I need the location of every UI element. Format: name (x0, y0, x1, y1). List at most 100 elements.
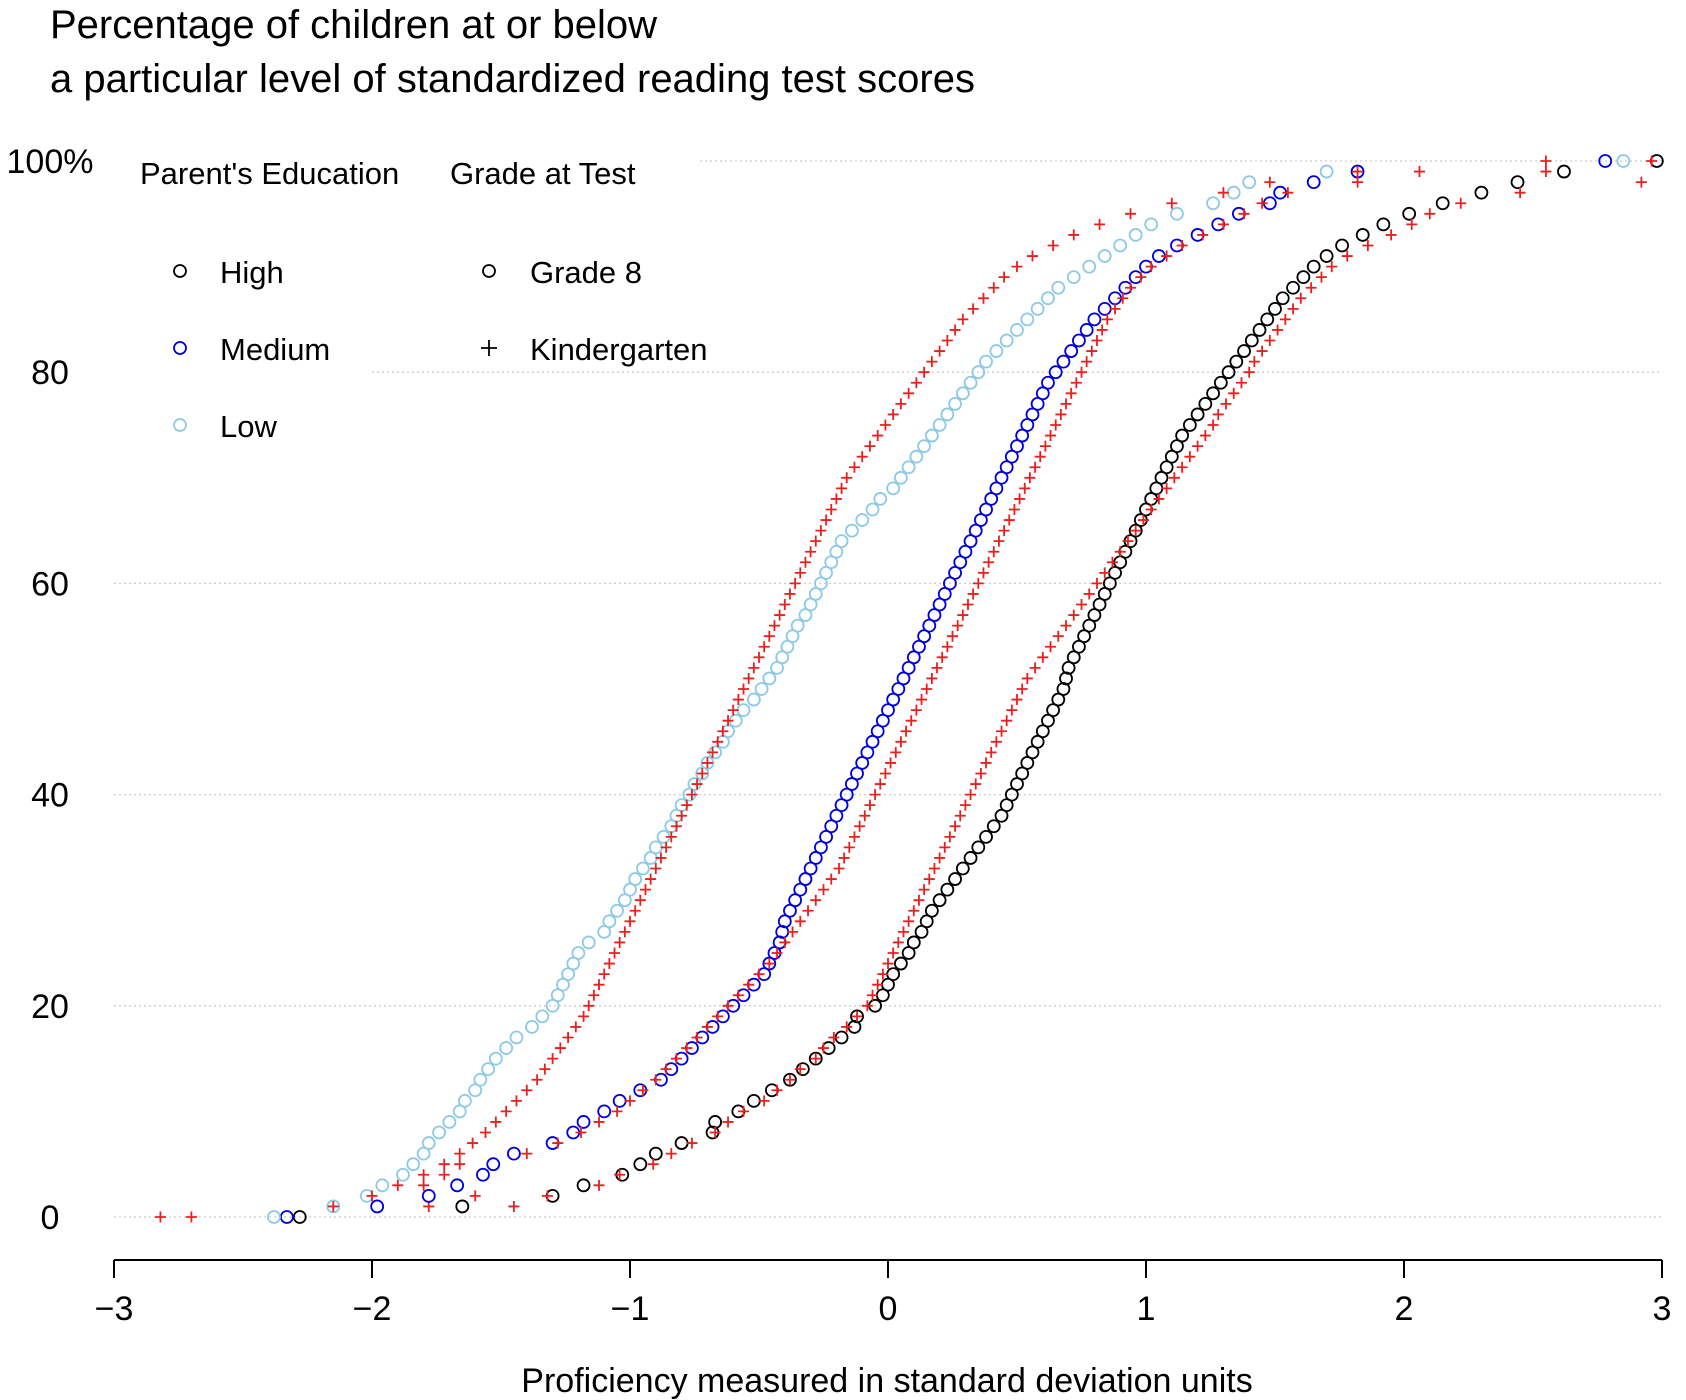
data-point (918, 884, 930, 896)
data-point (1096, 324, 1108, 336)
data-point (895, 398, 907, 410)
data-point (921, 683, 933, 695)
data-point (1238, 208, 1250, 220)
data-point (903, 387, 915, 399)
data-point (575, 1127, 587, 1139)
data-point (292, 1210, 307, 1224)
series-high-kindergarten (185, 155, 1658, 1223)
data-point (1045, 430, 1057, 442)
data-point (789, 577, 801, 589)
data-point (1056, 354, 1071, 369)
data-point (986, 819, 1001, 834)
data-point (949, 324, 961, 336)
legend-label-medium: Medium (220, 332, 330, 367)
data-point (864, 440, 876, 452)
data-point (833, 863, 845, 875)
data-point (1068, 609, 1080, 621)
data-point (758, 1095, 770, 1107)
data-point (736, 703, 751, 718)
data-point (1355, 228, 1370, 242)
legend-marker-medium (173, 341, 187, 355)
data-point (686, 789, 698, 801)
data-point (674, 1136, 689, 1150)
data-point (1175, 428, 1190, 443)
data-point (593, 1179, 605, 1191)
data-point (743, 979, 755, 991)
data-point (578, 1010, 590, 1022)
data-point (486, 1157, 501, 1172)
data-point (1039, 440, 1051, 452)
data-point (1083, 588, 1095, 600)
data-point (738, 683, 750, 695)
data-point (712, 736, 724, 748)
data-point (633, 1157, 648, 1172)
data-point (438, 1169, 450, 1181)
data-point (1125, 282, 1137, 294)
data-point (1166, 197, 1178, 209)
data-point (1260, 312, 1275, 327)
data-point (509, 1030, 524, 1045)
data-point (955, 386, 970, 401)
data-point (547, 1053, 559, 1065)
data-point (934, 345, 946, 357)
data-point (1244, 333, 1259, 348)
data-point (406, 1157, 421, 1172)
data-point (1170, 206, 1184, 221)
data-point (890, 746, 902, 758)
data-point (882, 958, 894, 970)
data-point (1424, 208, 1436, 220)
data-point (727, 704, 739, 716)
data-point (1008, 503, 1020, 515)
data-point (610, 903, 624, 918)
data-point (967, 303, 979, 315)
data-point (1272, 324, 1284, 336)
data-point (1235, 377, 1247, 389)
series-medium-kindergarten (154, 155, 1552, 1223)
data-point (820, 514, 832, 526)
data-point (1097, 249, 1112, 263)
data-point (861, 1000, 873, 1012)
data-point (1176, 461, 1188, 473)
data-point (932, 893, 947, 908)
data-point (1635, 176, 1647, 188)
data-point (700, 756, 715, 770)
data-point (267, 1210, 281, 1224)
data-point (1050, 419, 1062, 431)
data-point (948, 396, 962, 411)
data-point (768, 620, 780, 632)
data-point (794, 1063, 806, 1075)
data-point (392, 1179, 404, 1191)
data-point (1010, 323, 1024, 337)
y-tick-label: 40 (31, 777, 69, 815)
data-point (1319, 249, 1334, 263)
data-point (1220, 398, 1232, 410)
legend-label-low: Low (220, 409, 277, 444)
data-point (421, 1136, 436, 1150)
x-tick-label: 1 (1137, 1290, 1156, 1328)
data-point (1130, 525, 1142, 537)
data-point (1279, 313, 1291, 325)
data-point (1037, 651, 1049, 663)
data-point (905, 715, 917, 727)
data-point (1287, 303, 1299, 315)
x-axis-label: Proficiency measured in standard deviati… (521, 1362, 1252, 1400)
data-point (879, 419, 891, 431)
data-point (1006, 704, 1018, 716)
data-point (980, 757, 992, 769)
data-point (1352, 176, 1364, 188)
data-point (962, 599, 974, 611)
data-point (972, 577, 984, 589)
data-point (1137, 514, 1149, 526)
data-point (990, 736, 1002, 748)
data-point (648, 1146, 663, 1161)
data-point (1113, 238, 1128, 253)
data-point (541, 1190, 553, 1202)
data-point (1052, 630, 1064, 642)
data-point (185, 1211, 197, 1223)
data-point (691, 778, 703, 790)
x-tick-label: −3 (95, 1290, 134, 1328)
data-point (955, 861, 970, 876)
data-point (1060, 398, 1072, 410)
data-point (370, 1199, 385, 1214)
legend-title-grade-at-test: Grade at Test (450, 156, 636, 191)
